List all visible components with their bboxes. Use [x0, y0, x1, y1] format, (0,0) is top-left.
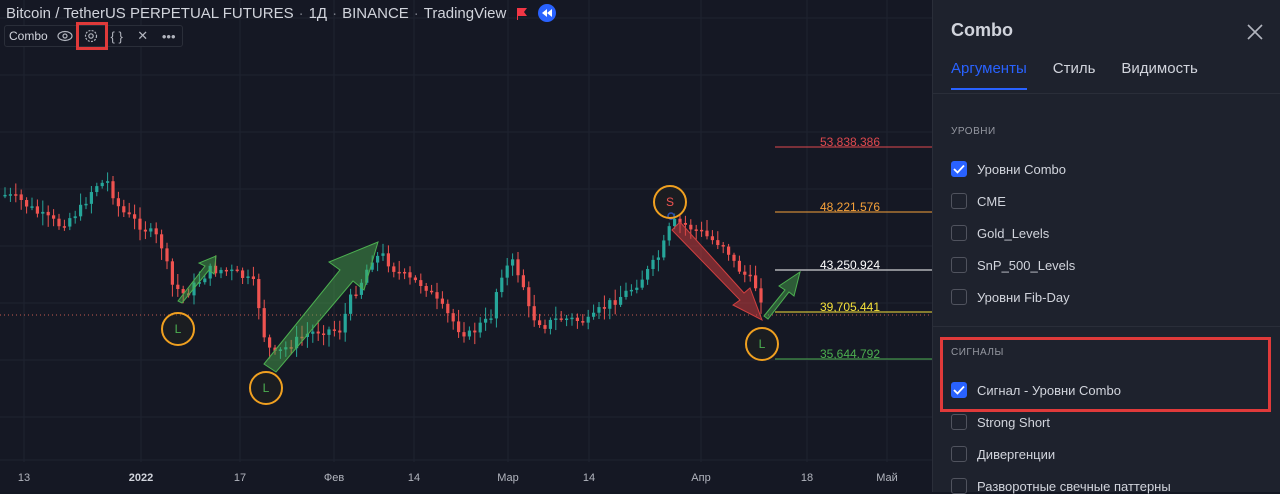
x-axis-label: 14 [582, 472, 596, 484]
tab-arguments[interactable]: Аргументы [951, 60, 1027, 90]
signal-marker-long: L [745, 327, 779, 361]
panel-title: Combo [951, 20, 1013, 40]
x-axis-label: Фев [323, 472, 345, 484]
interval[interactable]: 1Д [308, 4, 328, 22]
chart-canvas[interactable] [0, 0, 932, 492]
x-axis-label: Мар [497, 472, 519, 484]
checkbox-snp500-levels[interactable]: SnP_500_Levels [951, 257, 1075, 273]
tabs-divider [933, 93, 1280, 94]
checkbox-label: Сигнал - Уровни Combo [977, 382, 1121, 398]
section-title-levels: УРОВНИ [951, 126, 996, 137]
level-label: 48,221.576 [819, 200, 881, 214]
checkbox-label: Strong Short [977, 414, 1050, 430]
close-icon[interactable] [1243, 20, 1267, 44]
checkbox-signal-levels-combo[interactable]: Сигнал - Уровни Combo [951, 382, 1121, 398]
indicator-name[interactable]: Combo [9, 29, 48, 43]
checkbox-icon[interactable] [951, 414, 967, 430]
symbol-header: Bitcoin / TetherUS PERPETUAL FUTURES · 1… [6, 4, 557, 22]
tab-style[interactable]: Стиль [1052, 60, 1096, 77]
x-axis-label: 2022 [128, 472, 154, 484]
indicator-settings-panel: Combo Аргументы Стиль Видимость УРОВНИ У… [932, 0, 1280, 494]
checkbox-gold-levels[interactable]: Gold_Levels [951, 225, 1049, 241]
exchange: BINANCE [342, 4, 409, 22]
gear-icon[interactable] [82, 27, 100, 45]
arrow-short [671, 221, 763, 322]
checkbox-checked-icon[interactable] [951, 161, 967, 177]
level-label: 35,644.792 [819, 347, 881, 361]
x-axis-label: 18 [800, 472, 814, 484]
checkbox-icon[interactable] [951, 257, 967, 273]
arrow-long-1 [177, 255, 217, 304]
x-axis-label: Май [876, 472, 898, 484]
checkbox-strong-short[interactable]: Strong Short [951, 414, 1050, 430]
eye-icon[interactable] [56, 27, 74, 45]
close-icon[interactable]: ✕ [137, 28, 149, 43]
rewind-icon[interactable] [538, 4, 557, 22]
checkbox-label: Уровни Fib-Day [977, 289, 1070, 305]
source-code-icon[interactable]: { } [110, 28, 123, 44]
level-label: 39,705.441 [819, 300, 881, 314]
checkbox-label: Уровни Combo [977, 161, 1067, 177]
more-icon[interactable]: ••• [161, 28, 176, 44]
checkbox-divergences[interactable]: Дивергенции [951, 446, 1055, 462]
x-axis-label: Апр [691, 472, 711, 484]
platform: TradingView [423, 4, 507, 22]
checkbox-label: SnP_500_Levels [977, 257, 1076, 273]
x-axis-label: 13 [17, 472, 31, 484]
checkbox-cme[interactable]: CME [951, 193, 1006, 209]
checkbox-label: Разворотные свечные паттерны [977, 478, 1171, 494]
level-label: 53,838.386 [819, 135, 881, 149]
signals-highlight [940, 337, 1271, 412]
signal-marker-long: L [161, 312, 195, 346]
checkbox-checked-icon[interactable] [951, 382, 967, 398]
section-title-signals: СИГНАЛЫ [951, 347, 1004, 358]
signal-marker-long: L [249, 371, 283, 405]
checkbox-icon[interactable] [951, 193, 967, 209]
x-axis-label: 17 [233, 472, 247, 484]
section-divider [933, 326, 1280, 327]
checkbox-icon[interactable] [951, 289, 967, 305]
panel-tabs: Аргументы Стиль Видимость [951, 60, 1198, 90]
chart-area[interactable]: Bitcoin / TetherUS PERPETUAL FUTURES · 1… [0, 0, 932, 492]
indicator-legend[interactable]: Combo { } ✕ ••• [4, 25, 183, 47]
checkbox-label: CME [977, 193, 1006, 209]
x-axis-label: 14 [407, 472, 421, 484]
checkbox-label: Дивергенции [977, 446, 1056, 462]
arrow-long-3 [763, 270, 801, 320]
flag-icon[interactable] [516, 7, 528, 20]
symbol-name: Bitcoin / TetherUS PERPETUAL FUTURES [6, 4, 294, 22]
checkbox-label: Gold_Levels [977, 225, 1050, 241]
tab-visibility[interactable]: Видимость [1121, 60, 1198, 77]
arrow-long-2 [263, 241, 379, 373]
checkbox-levels-combo[interactable]: Уровни Combo [951, 161, 1066, 177]
checkbox-fib-day[interactable]: Уровни Fib-Day [951, 289, 1070, 305]
settings-highlight [76, 22, 108, 50]
signal-marker-short: S [653, 185, 687, 219]
checkbox-icon[interactable] [951, 225, 967, 241]
checkbox-icon[interactable] [951, 446, 967, 462]
level-label: 43,250.924 [819, 258, 881, 272]
